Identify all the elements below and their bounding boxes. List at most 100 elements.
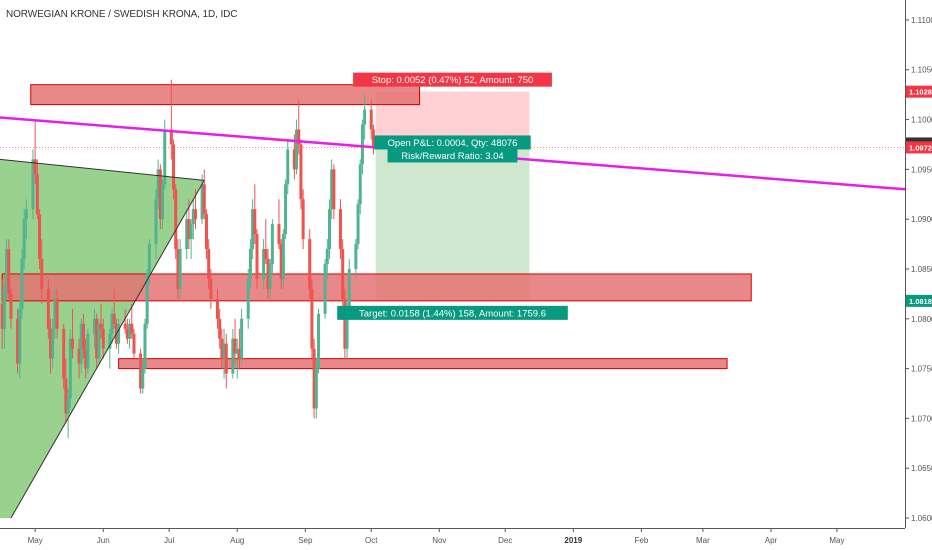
- candle-body-82: [251, 209, 255, 250]
- zone-mid-support: [1, 273, 752, 302]
- candle-body-12: [35, 174, 39, 215]
- price-tag-bg-2: [906, 141, 932, 154]
- y-tick-label-9: 1.0650: [911, 464, 932, 473]
- candle-body-22: [66, 398, 70, 414]
- candle-body-43: [130, 323, 134, 334]
- candle-body-34: [101, 328, 105, 349]
- candle-body-41: [125, 328, 129, 339]
- candle-body-70: [215, 298, 219, 319]
- candle-body-120: [369, 109, 373, 130]
- candle-body-51: [156, 169, 160, 200]
- x-tick-label-0: May: [28, 536, 43, 545]
- y-tick-label-10: 1.0600: [911, 514, 932, 523]
- open-pnl-label-bg: [374, 135, 531, 150]
- candle-body-29: [86, 333, 90, 369]
- x-tick-label-11: Apr: [765, 536, 778, 545]
- candles-layer: [0, 79, 375, 439]
- candle-body-26: [79, 323, 83, 364]
- candle-body-109: [332, 169, 336, 210]
- target-label: Target: 0.0158 (1.44%) 158, Amount: 1759…: [359, 308, 546, 319]
- candle-body-87: [266, 259, 270, 289]
- time-axis[interactable]: May Jun Jul Aug Sep Oct Nov Dec 2019 Feb Mar Apr May: [0, 528, 905, 545]
- candle-body-4: [9, 293, 13, 319]
- candle-body-89: [270, 224, 274, 264]
- candle-body-117: [358, 164, 362, 205]
- candle-body-80: [246, 278, 250, 319]
- candle-body-101: [310, 288, 314, 349]
- candle-body-115: [354, 244, 358, 269]
- candle-body-108: [330, 169, 334, 210]
- stop-label-bg: [353, 72, 552, 87]
- y-tick-label-7: 1.0750: [911, 365, 932, 374]
- open-pnl-label: Open P&L: 0.0004, Qty: 48076: [388, 138, 518, 149]
- candle-body-81: [248, 249, 252, 279]
- candle-body-90: [277, 224, 281, 245]
- x-tick-label-6: Nov: [432, 536, 446, 545]
- candle-body-58: [176, 249, 180, 289]
- candle-body-55: [169, 129, 173, 145]
- candle-body-24: [70, 338, 74, 349]
- price-tag-0: 1.1028: [909, 88, 932, 97]
- candle-body-53: [161, 184, 165, 220]
- candle-body-61: [187, 219, 191, 240]
- candle-body-100: [308, 239, 312, 289]
- price-tag-bg-3: [906, 294, 932, 307]
- x-tick-label-9: Feb: [635, 536, 649, 545]
- candle-body-85: [262, 249, 266, 279]
- candle-body-3: [7, 249, 11, 294]
- candle-body-14: [40, 259, 44, 289]
- x-tick-label-12: May: [829, 536, 844, 545]
- candle-body-1: [2, 288, 6, 329]
- candle-body-56: [172, 144, 176, 190]
- candle-body-113: [345, 308, 349, 349]
- zone-top-resistance: [30, 84, 421, 106]
- y-tick-label-5: 1.0850: [911, 265, 932, 274]
- candle-body-77: [235, 348, 239, 354]
- candle-body-25: [77, 348, 81, 364]
- x-tick-label-7: Dec: [498, 536, 512, 545]
- price-axis[interactable]: 1.1100 1.1050 1.1000 1.0950 1.0900 1.0850 1.08…: [905, 0, 932, 550]
- candle-body-42: [128, 323, 132, 339]
- y-tick-label-3: 1.0950: [911, 165, 932, 174]
- candle-body-36: [110, 313, 114, 334]
- candle-body-65: [200, 184, 204, 220]
- candle-body-68: [207, 249, 211, 279]
- candle-body-19: [55, 298, 59, 329]
- candle-body-62: [189, 224, 193, 240]
- x-tick-label-4: Sep: [298, 536, 313, 545]
- price-tag-3: 1.0818: [909, 297, 932, 306]
- candle-body-103: [314, 368, 318, 409]
- candle-body-111: [341, 249, 345, 299]
- price-tag-bg-0: [906, 85, 932, 98]
- candle-body-7: [20, 259, 24, 309]
- labels-layer: Stop: 0.0052 (0.47%) 52, Amount: 750 Targ…: [337, 72, 568, 320]
- candle-body-48: [145, 273, 149, 324]
- candle-body-23: [68, 338, 72, 399]
- candle-body-110: [338, 209, 342, 250]
- candle-body-116: [356, 204, 360, 245]
- candle-body-33: [99, 323, 103, 329]
- y-tick-label-0: 1.1100: [911, 16, 932, 25]
- candle-body-28: [84, 348, 88, 369]
- candle-body-69: [209, 278, 213, 299]
- candle-body-97: [297, 129, 301, 145]
- candle-body-98: [299, 144, 303, 200]
- candle-body-30: [92, 318, 96, 334]
- candle-body-20: [62, 328, 66, 379]
- candle-body-84: [255, 234, 259, 279]
- candle-body-10: [31, 159, 35, 210]
- candle-body-118: [360, 124, 364, 165]
- candle-body-15: [46, 288, 50, 329]
- fills-layer: [0, 84, 752, 519]
- zone-low-support: [118, 358, 728, 370]
- candle-body-75: [231, 338, 235, 374]
- candle-body-5: [16, 318, 20, 364]
- stop-label: Stop: 0.0052 (0.47%) 52, Amount: 750: [372, 75, 534, 86]
- candle-body-13: [38, 214, 42, 260]
- trend-line-wedge-lower: [10, 180, 205, 519]
- candle-body-64: [193, 209, 197, 220]
- candle-body-44: [132, 333, 136, 354]
- candle-body-0: [0, 303, 4, 329]
- candle-body-49: [147, 244, 151, 274]
